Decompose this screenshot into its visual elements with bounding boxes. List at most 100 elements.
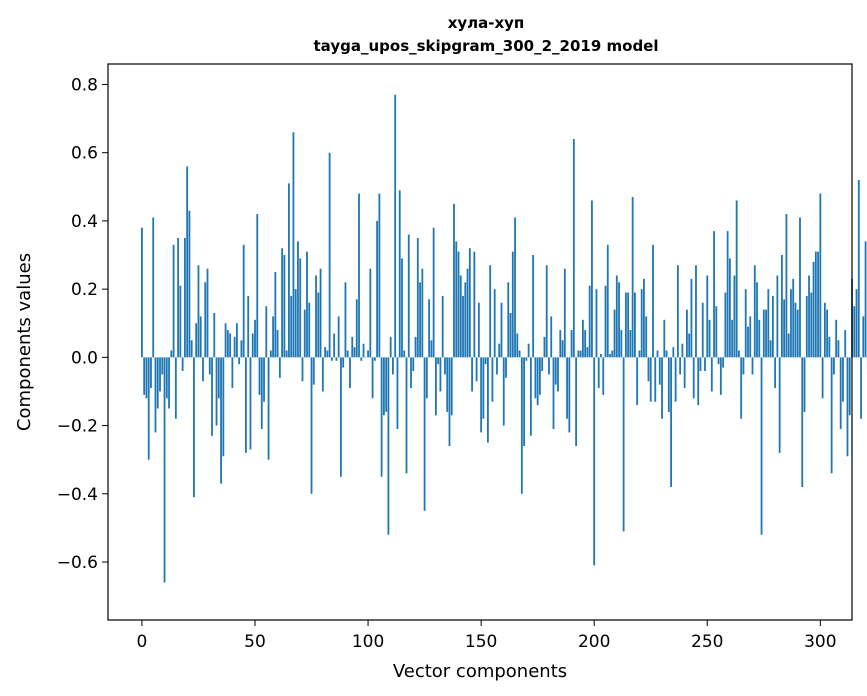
bar-76 — [312, 357, 315, 385]
chart-title-line-2: tayga_upos_skipgram_300_2_2019 model — [314, 37, 659, 55]
bar-94 — [353, 347, 356, 358]
bar-251 — [708, 319, 711, 358]
bar-209 — [613, 309, 616, 358]
bar-304 — [828, 336, 831, 358]
bar-218 — [634, 292, 636, 358]
x-axis-ticks: 0 50 100 150 200 250 300 — [137, 620, 837, 652]
bar-88 — [340, 357, 342, 477]
bar-29 — [206, 268, 209, 358]
bar-98 — [362, 343, 365, 358]
bar-188 — [566, 357, 568, 419]
bar-74 — [308, 302, 311, 358]
bar-206 — [606, 244, 609, 358]
bar-11 — [165, 357, 168, 399]
bar-40 — [231, 357, 234, 389]
bar-255 — [717, 357, 720, 365]
bar-81 — [324, 347, 326, 358]
bar-275 — [762, 309, 765, 358]
plot-area-frame — [107, 63, 853, 621]
bar-72 — [303, 309, 306, 358]
bar-303 — [826, 309, 829, 358]
bar-114 — [398, 190, 401, 358]
bar-237 — [676, 265, 679, 358]
bar-292 — [801, 357, 804, 487]
bar-84 — [330, 357, 333, 361]
bar-257 — [722, 357, 725, 368]
bar-269 — [749, 316, 752, 358]
bar-152 — [484, 357, 487, 365]
bar-198 — [588, 285, 591, 358]
bar-3 — [147, 357, 150, 460]
bar-265 — [740, 357, 743, 419]
bar-310 — [842, 357, 844, 402]
bar-280 — [774, 357, 777, 389]
bar-177 — [541, 357, 544, 371]
bar-22 — [190, 340, 193, 358]
bar-202 — [597, 357, 600, 389]
bar-77 — [315, 275, 317, 358]
bar-137 — [450, 357, 453, 416]
bar-305 — [830, 357, 833, 474]
bar-132 — [439, 357, 442, 392]
bar-166 — [516, 333, 519, 358]
bar-61 — [278, 357, 281, 378]
bar-196 — [584, 330, 587, 358]
bar-222 — [643, 278, 645, 358]
y-tick-label: 0.0 — [71, 348, 98, 368]
bar-90 — [344, 282, 347, 358]
bar-0 — [141, 227, 143, 358]
bar-39 — [229, 333, 232, 358]
bar-308 — [837, 340, 840, 358]
bar-233 — [667, 357, 670, 412]
bar-64 — [285, 350, 288, 358]
bar-244 — [692, 357, 695, 399]
bar-149 — [477, 302, 480, 358]
bar-129 — [432, 227, 435, 358]
bar-116 — [403, 350, 406, 358]
bar-242 — [688, 333, 691, 358]
bar-178 — [543, 336, 546, 358]
bar-230 — [661, 357, 663, 419]
bar-264 — [738, 350, 740, 358]
bar-25 — [197, 265, 200, 358]
bar-128 — [430, 340, 433, 358]
bar-15 — [174, 357, 177, 419]
bar-43 — [238, 357, 241, 365]
bar-170 — [525, 357, 528, 361]
bar-147 — [473, 251, 476, 358]
y-tick-label: 0.6 — [71, 144, 98, 164]
bar-215 — [627, 292, 630, 358]
bar-105 — [378, 193, 381, 358]
bar-273 — [758, 319, 761, 358]
bar-115 — [401, 258, 403, 358]
bar-66 — [290, 295, 293, 358]
bar-136 — [448, 357, 451, 447]
bar-96 — [358, 193, 360, 358]
bar-290 — [796, 309, 799, 358]
bar-286 — [787, 333, 790, 358]
bar-187 — [563, 268, 566, 358]
bar-245 — [695, 265, 697, 358]
bar-16 — [177, 237, 180, 358]
bar-254 — [715, 306, 718, 358]
bar-63 — [283, 255, 286, 358]
bar-6 — [154, 357, 157, 433]
bar-58 — [272, 316, 274, 358]
bar-236 — [674, 357, 677, 402]
bar-185 — [559, 330, 562, 358]
bar-295 — [808, 275, 810, 358]
x-tick-label: 300 — [804, 632, 836, 652]
bar-199 — [591, 200, 593, 358]
bar-232 — [665, 350, 668, 358]
bar-278 — [769, 340, 772, 358]
bar-313 — [848, 357, 851, 416]
bar-106 — [380, 357, 383, 477]
bar-31 — [211, 357, 213, 436]
bar-270 — [751, 357, 754, 375]
x-tick-label: 250 — [691, 632, 723, 652]
bar-282 — [778, 357, 781, 453]
bar-201 — [595, 289, 598, 358]
bar-150 — [480, 357, 483, 433]
bar-113 — [396, 357, 399, 429]
bar-26 — [199, 316, 202, 358]
